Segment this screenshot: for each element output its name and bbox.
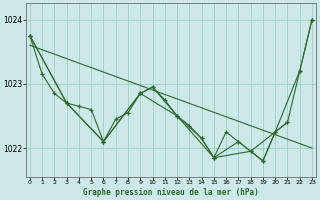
X-axis label: Graphe pression niveau de la mer (hPa): Graphe pression niveau de la mer (hPa) <box>83 188 259 197</box>
